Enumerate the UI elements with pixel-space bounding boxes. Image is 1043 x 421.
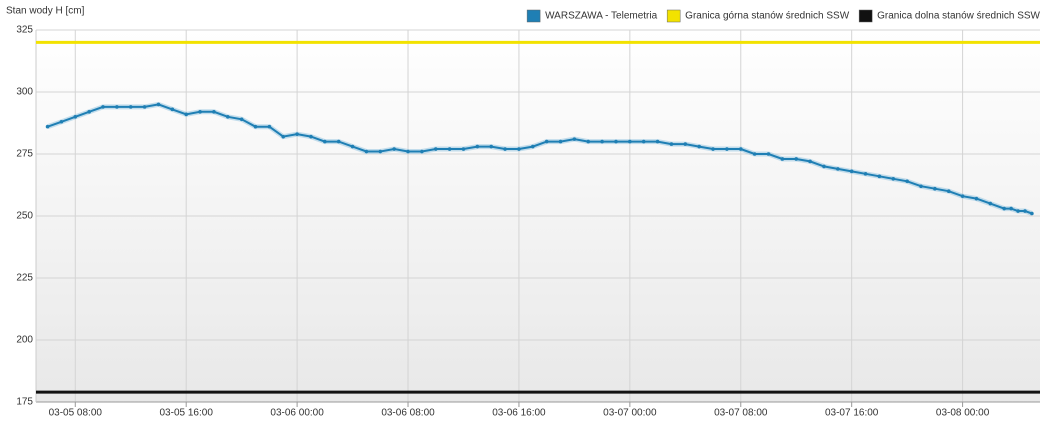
x-tick-label: 03-07 16:00 [825,408,879,419]
data-point [697,144,701,149]
data-point [808,159,812,164]
series-line [47,103,1033,215]
data-point [45,124,50,129]
data-point [59,119,64,124]
legend-label: Granica dolna stanów średnich SSW [877,11,1040,22]
data-point [336,139,341,144]
data-point [87,110,91,114]
data-point [198,110,202,114]
data-point [475,144,480,149]
data-point [891,177,896,181]
data-point [711,147,715,151]
data-point [558,139,563,144]
data-point [378,149,383,154]
data-point [239,117,244,122]
data-point [323,139,327,144]
data-point [655,139,660,144]
y-tick-label: 275 [16,149,33,160]
data-point [489,144,494,149]
data-point [461,147,466,151]
data-point [586,139,591,144]
data-point [738,147,743,151]
x-tick-label: 03-06 16:00 [492,408,546,419]
data-point [544,139,549,144]
data-point [142,105,147,109]
x-tick-label: 03-08 00:00 [936,408,990,419]
data-point [614,139,618,144]
y-tick-label: 250 [16,211,33,222]
data-point [184,112,188,117]
data-point [1016,209,1020,213]
data-point [225,115,230,119]
data-point [170,107,175,112]
legend-label: WARSZAWA - Telemetria [545,11,657,22]
data-point [849,169,854,174]
y-tick-label: 175 [16,397,33,408]
data-point [572,137,577,141]
data-point [1023,209,1027,213]
data-point [863,172,868,176]
data-point [877,174,882,179]
y-axis-label: Stan wody H [cm] [6,6,85,17]
data-point [420,149,424,154]
data-point [1002,206,1006,211]
x-tick-label: 03-05 16:00 [160,408,214,419]
data-point [156,102,161,107]
data-point [503,147,507,151]
data-point [960,194,965,198]
data-point [683,142,688,146]
data-point [766,152,771,156]
data-point [101,105,105,109]
data-point [780,157,785,161]
data-point [641,139,646,144]
x-tick-label: 03-06 00:00 [270,408,324,419]
data-point [822,164,826,169]
y-tick-label: 200 [16,335,33,346]
data-point [919,184,923,189]
data-point [531,144,535,149]
y-tick-label: 225 [16,273,33,284]
data-point [752,152,757,156]
data-point [1009,206,1013,211]
legend-swatch [526,9,541,23]
data-point [309,134,313,139]
data-point [794,157,799,161]
data-point [128,105,133,109]
data-point [115,105,119,109]
data-point [946,189,951,193]
x-tick-label: 03-07 00:00 [603,408,657,419]
data-point [433,147,438,151]
data-point [1030,211,1034,216]
data-point [295,132,299,136]
data-point [905,179,909,184]
data-point [669,142,674,146]
data-point [73,115,78,119]
data-point [517,147,521,151]
data-point [447,147,452,151]
data-point [392,147,396,151]
data-point [600,139,604,144]
data-point [725,147,729,151]
data-point [212,110,216,114]
x-tick-label: 03-06 08:00 [381,408,435,419]
y-tick-label: 300 [16,87,33,98]
data-point [933,186,937,191]
data-point [267,124,272,129]
data-point [364,149,369,154]
x-tick-label: 03-05 08:00 [49,408,103,419]
legend-label: Granica górna stanów średnich SSW [685,11,850,22]
data-point [350,144,355,149]
legend-swatch [666,9,681,23]
data-point [988,201,993,206]
data-point [406,149,410,154]
data-point [281,134,286,139]
data-point [253,124,258,129]
x-tick-label: 03-07 08:00 [714,408,768,419]
legend-swatch [858,9,873,23]
data-point [836,167,840,171]
data-point [628,139,632,144]
data-point [974,196,979,201]
y-tick-label: 325 [16,25,33,36]
